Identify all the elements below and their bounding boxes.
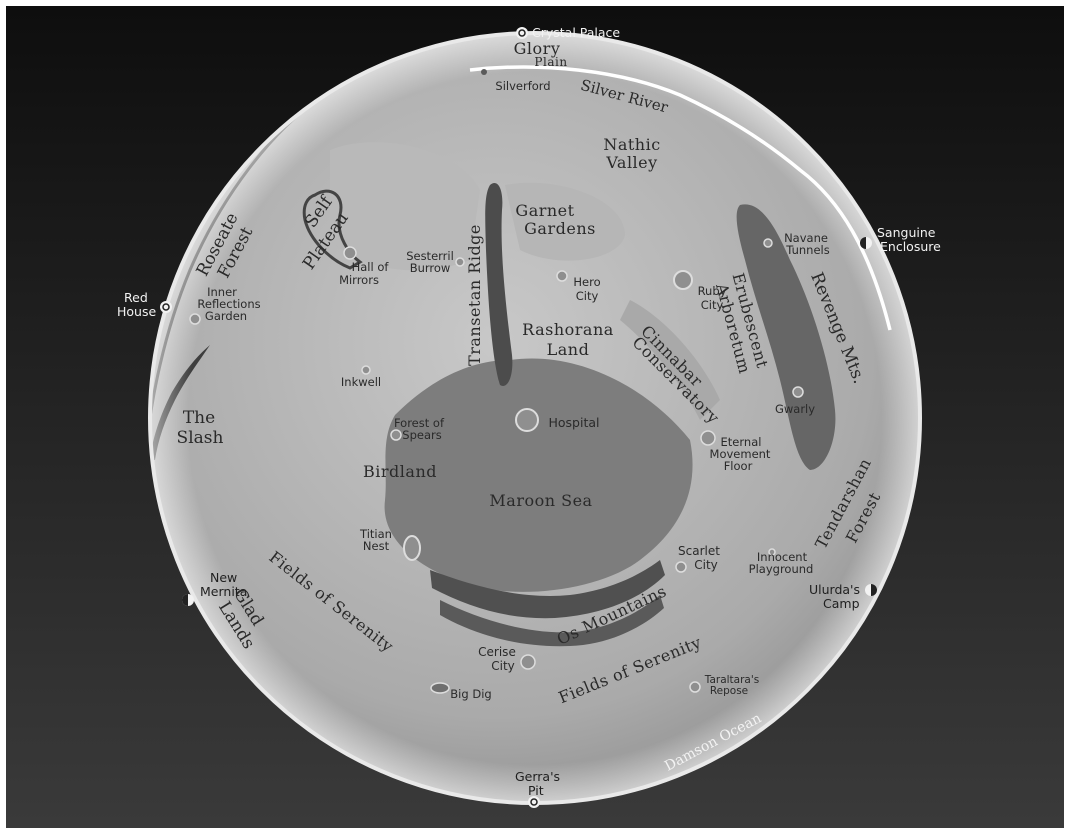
ruby-city-label-2: City xyxy=(701,298,724,312)
ulurdas-camp-marker[interactable] xyxy=(865,584,877,596)
crater-markers xyxy=(189,69,804,694)
red-house-label-2: House xyxy=(117,304,156,319)
eternal-movement-label-2: Movement xyxy=(710,447,771,461)
innocent-playground-label-2: Playground xyxy=(749,562,814,576)
sesterril-label-1: Sesterril xyxy=(406,249,454,263)
silverford-label: Silverford xyxy=(495,79,550,93)
eternal-movement-label-1: Eternal xyxy=(721,435,762,449)
transetan-ridge-label: Transetan Ridge xyxy=(465,224,484,366)
cerise-city-label-2: City xyxy=(491,659,515,673)
rashorana-label-2: Land xyxy=(547,340,590,359)
rashorana-label-1: Rashorana xyxy=(522,320,614,339)
hall-of-mirrors-label-1: Hall of xyxy=(352,260,390,274)
hospital-label: Hospital xyxy=(548,415,599,430)
crystal-palace-label: Crystal Palace xyxy=(532,25,620,40)
titian-nest-label-1: Titian xyxy=(359,527,392,541)
inner-reflections-crater[interactable] xyxy=(189,313,201,325)
red-house-label-1: Red xyxy=(124,290,148,305)
the-slash-label-1: The xyxy=(183,408,215,428)
taraltaras-repose-crater[interactable] xyxy=(689,681,701,693)
sanguine-enclosure-label-2: Enclosure xyxy=(880,239,941,254)
inkwell-crater[interactable] xyxy=(361,365,371,375)
birdland-label: Birdland xyxy=(363,462,437,481)
edge-markers xyxy=(160,27,877,808)
ruby-city-crater[interactable] xyxy=(673,270,693,290)
sanguine-enclosure-label-1: Sanguine xyxy=(877,225,936,240)
forest-of-spears-crater[interactable] xyxy=(390,429,402,441)
silverford-marker[interactable] xyxy=(481,69,487,75)
edge-location-labels: Crystal Palace Sanguine Enclosure Red Ho… xyxy=(117,25,941,798)
nathic-label-2: Valley xyxy=(605,153,657,172)
innocent-playground-crater[interactable] xyxy=(768,548,776,556)
maroon-sea-label: Maroon Sea xyxy=(489,491,592,510)
garnet-label-1: Garnet xyxy=(515,201,574,220)
inner-reflections-label-3: Garden xyxy=(205,309,247,323)
inkwell-label: Inkwell xyxy=(341,375,381,389)
hero-city-label-2: City xyxy=(576,289,599,303)
taraltaras-repose-label-1: Taraltara's xyxy=(704,674,759,686)
new-mernita-label-1: New xyxy=(210,570,237,585)
place-labels: Silverford Sesterril Burrow Hall of Mirr… xyxy=(197,79,829,701)
big-dig-crater[interactable] xyxy=(430,682,450,694)
hero-city-crater[interactable] xyxy=(556,270,568,282)
scarlet-city-label-1: Scarlet xyxy=(678,544,720,558)
eternal-movement-label-3: Floor xyxy=(724,459,753,473)
gerras-pit-label-1: Gerra's xyxy=(515,769,560,784)
eternal-movement-floor-crater[interactable] xyxy=(700,430,716,446)
ruby-city-label-1: Ruby xyxy=(698,284,727,298)
sanguine-enclosure-marker[interactable] xyxy=(860,237,872,249)
scarlet-city-label-2: City xyxy=(694,558,718,572)
glory-plain-label-2: Plain xyxy=(534,55,567,69)
nathic-label-1: Nathic xyxy=(603,135,660,154)
crystal-palace-marker[interactable] xyxy=(516,27,528,39)
the-slash-label-2: Slash xyxy=(177,428,224,448)
cerise-city-label-1: Cerise xyxy=(478,645,516,659)
hall-of-mirrors-label-2: Mirrors xyxy=(339,273,379,287)
gwarly-crater[interactable] xyxy=(792,386,804,398)
gerras-pit-marker[interactable] xyxy=(528,796,540,808)
inner-reflections-label-1: Inner xyxy=(207,285,237,299)
inner-reflections-label-2: Reflections xyxy=(197,297,260,311)
ulurdas-camp-label-1: Ulurda's xyxy=(809,582,860,597)
cerise-city-crater[interactable] xyxy=(520,654,536,670)
sesterril-label-2: Burrow xyxy=(410,261,451,275)
hero-city-label-1: Hero xyxy=(573,275,600,289)
scarlet-city-crater[interactable] xyxy=(675,561,687,573)
glory-plain-label-1: Glory xyxy=(514,39,561,58)
titian-nest-label-2: Nest xyxy=(363,539,390,553)
hospital-crater[interactable] xyxy=(515,408,539,432)
gwarly-label: Gwarly xyxy=(775,402,815,416)
taraltaras-repose-label-2: Repose xyxy=(710,685,748,697)
forest-of-spears-label-2: Spears xyxy=(402,428,441,442)
navane-tunnels-label-1: Navane xyxy=(784,231,828,245)
titian-nest-crater[interactable] xyxy=(403,535,421,561)
sesterril-burrow-crater[interactable] xyxy=(455,257,465,267)
ulurdas-camp-label-2: Camp xyxy=(823,596,860,611)
navane-tunnels-crater[interactable] xyxy=(763,238,773,248)
forest-of-spears-label-1: Forest of xyxy=(394,416,445,430)
gerras-pit-label-2: Pit xyxy=(528,783,544,798)
navane-tunnels-label-2: Tunnels xyxy=(785,243,829,257)
garnet-label-2: Gardens xyxy=(524,219,596,238)
red-house-marker[interactable] xyxy=(160,301,172,313)
innocent-playground-label-1: Innocent xyxy=(757,550,808,564)
big-dig-label: Big Dig xyxy=(450,687,491,701)
new-mernita-label-2: Mernita xyxy=(200,584,247,599)
new-mernita-marker[interactable] xyxy=(182,594,194,606)
hall-of-mirrors-crater[interactable] xyxy=(343,246,357,260)
